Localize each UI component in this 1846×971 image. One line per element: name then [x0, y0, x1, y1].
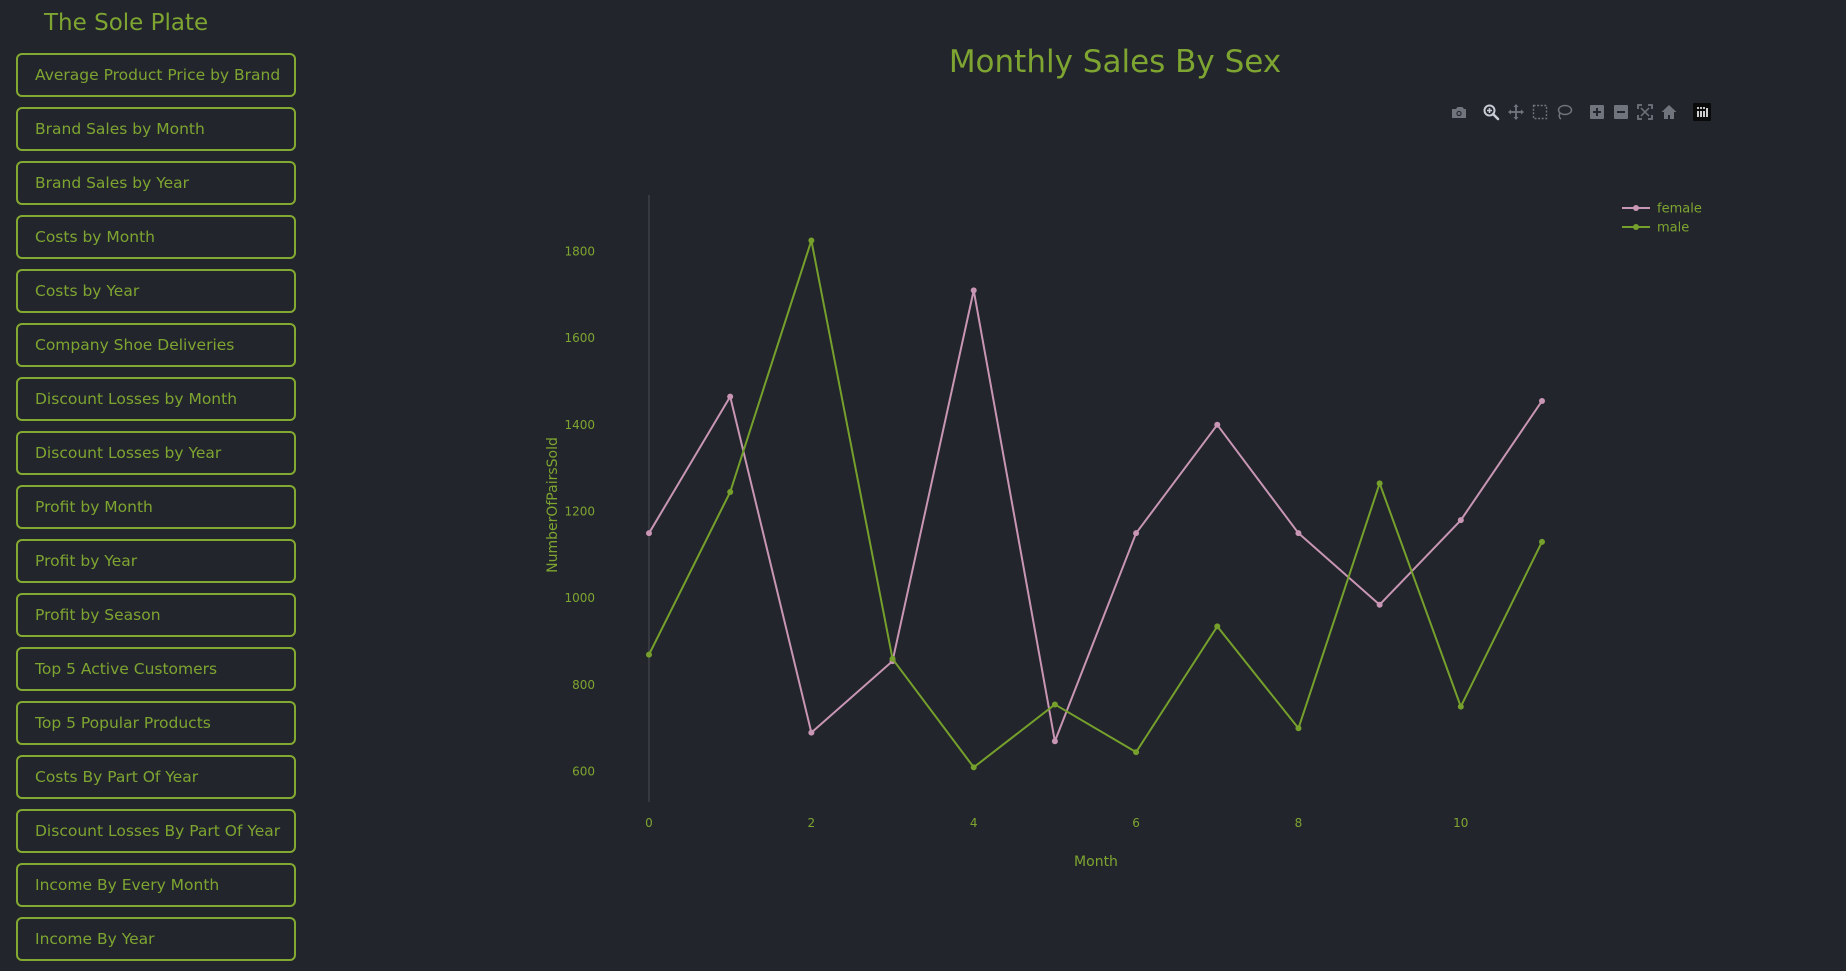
data-point-male[interactable] [889, 655, 896, 662]
x-tick-label: 6 [1132, 816, 1140, 830]
sidebar-nav: Average Product Price by Brand Brand Sale… [16, 53, 296, 971]
x-tick-label: 4 [970, 816, 978, 830]
x-tick-label: 8 [1295, 816, 1303, 830]
y-tick-label: 600 [572, 765, 595, 779]
sidebar-item-average-product-price-by-brand[interactable]: Average Product Price by Brand [16, 53, 296, 97]
sidebar-item-income-by-every-month[interactable]: Income By Every Month [16, 863, 296, 907]
data-point-female[interactable] [1214, 421, 1221, 428]
sidebar-item-brand-sales-by-year[interactable]: Brand Sales by Year [16, 161, 296, 205]
data-point-female[interactable] [1295, 530, 1302, 537]
sidebar-item-discount-losses-by-year[interactable]: Discount Losses by Year [16, 431, 296, 475]
app-title: The Sole Plate [44, 10, 209, 36]
x-tick-label: 2 [808, 816, 816, 830]
data-point-male[interactable] [1051, 701, 1058, 708]
data-point-male[interactable] [808, 237, 815, 244]
sidebar-item-discount-losses-by-part-of-year[interactable]: Discount Losses By Part Of Year [16, 809, 296, 853]
x-tick-label: 10 [1453, 816, 1468, 830]
data-point-female[interactable] [646, 530, 652, 537]
sidebar-item-top-5-popular-products[interactable]: Top 5 Popular Products [16, 701, 296, 745]
y-tick-label: 800 [572, 678, 595, 692]
data-point-female[interactable] [1539, 397, 1545, 404]
data-point-male[interactable] [1457, 703, 1464, 710]
sidebar-item-profit-by-year[interactable]: Profit by Year [16, 539, 296, 583]
data-point-male[interactable] [970, 764, 977, 771]
sidebar-item-top-5-active-customers[interactable]: Top 5 Active Customers [16, 647, 296, 691]
plotly-logo-icon[interactable] [1693, 103, 1711, 123]
data-point-male[interactable] [1376, 480, 1383, 487]
data-point-male[interactable] [1295, 725, 1302, 732]
autoscale-icon[interactable] [1636, 103, 1654, 123]
data-point-male[interactable] [1214, 623, 1221, 630]
zoom-in-icon[interactable] [1588, 103, 1606, 123]
series-line-female[interactable] [648, 289, 1543, 743]
data-point-male[interactable] [646, 651, 652, 658]
box-select-icon[interactable] [1531, 103, 1549, 123]
data-point-female[interactable] [970, 287, 977, 294]
sidebar-item-costs-by-month[interactable]: Costs by Month [16, 215, 296, 259]
sidebar-item-brand-sales-by-month[interactable]: Brand Sales by Month [16, 107, 296, 151]
sidebar-item-discount-losses-by-month[interactable]: Discount Losses by Month [16, 377, 296, 421]
y-tick-label: 1400 [564, 418, 595, 432]
sidebar-item-company-shoe-deliveries[interactable]: Company Shoe Deliveries [16, 323, 296, 367]
reset-axes-icon[interactable] [1660, 103, 1678, 123]
y-axis-title: NumberOfPairsSold [545, 437, 561, 573]
legend-marker-female [1633, 205, 1639, 211]
chart-title: Monthly Sales By Sex [948, 44, 1282, 80]
data-point-female[interactable] [727, 393, 734, 400]
data-point-female[interactable] [1051, 738, 1058, 745]
y-tick-label: 1600 [564, 331, 595, 345]
x-tick-label: 0 [645, 816, 653, 830]
legend-label-male[interactable]: male [1657, 221, 1689, 236]
data-point-female[interactable] [808, 729, 815, 736]
y-tick-label: 1200 [564, 505, 595, 519]
legend-label-female[interactable]: female [1657, 202, 1702, 217]
data-point-male[interactable] [1539, 538, 1545, 545]
sidebar-item-costs-by-part-of-year[interactable]: Costs By Part Of Year [16, 755, 296, 799]
data-point-male[interactable] [727, 488, 734, 495]
data-point-male[interactable] [1133, 749, 1140, 756]
pan-icon[interactable] [1507, 103, 1525, 123]
series-line-male[interactable] [648, 239, 1543, 769]
y-tick-label: 1000 [564, 591, 595, 605]
legend-marker-male [1633, 224, 1639, 230]
sidebar-item-costs-by-year[interactable]: Costs by Year [16, 269, 296, 313]
data-point-female[interactable] [1376, 601, 1383, 608]
y-tick-label: 1800 [564, 244, 595, 258]
lasso-select-icon[interactable] [1555, 103, 1573, 123]
x-axis-title: Month [1074, 854, 1118, 870]
sidebar-item-profit-by-season[interactable]: Profit by Season [16, 593, 296, 637]
camera-icon[interactable] [1450, 103, 1468, 123]
zoom-icon[interactable] [1482, 103, 1500, 123]
zoom-out-icon[interactable] [1612, 103, 1630, 123]
sidebar-item-profit-by-month[interactable]: Profit by Month [16, 485, 296, 529]
data-point-female[interactable] [1133, 530, 1140, 537]
data-point-female[interactable] [1457, 517, 1464, 524]
